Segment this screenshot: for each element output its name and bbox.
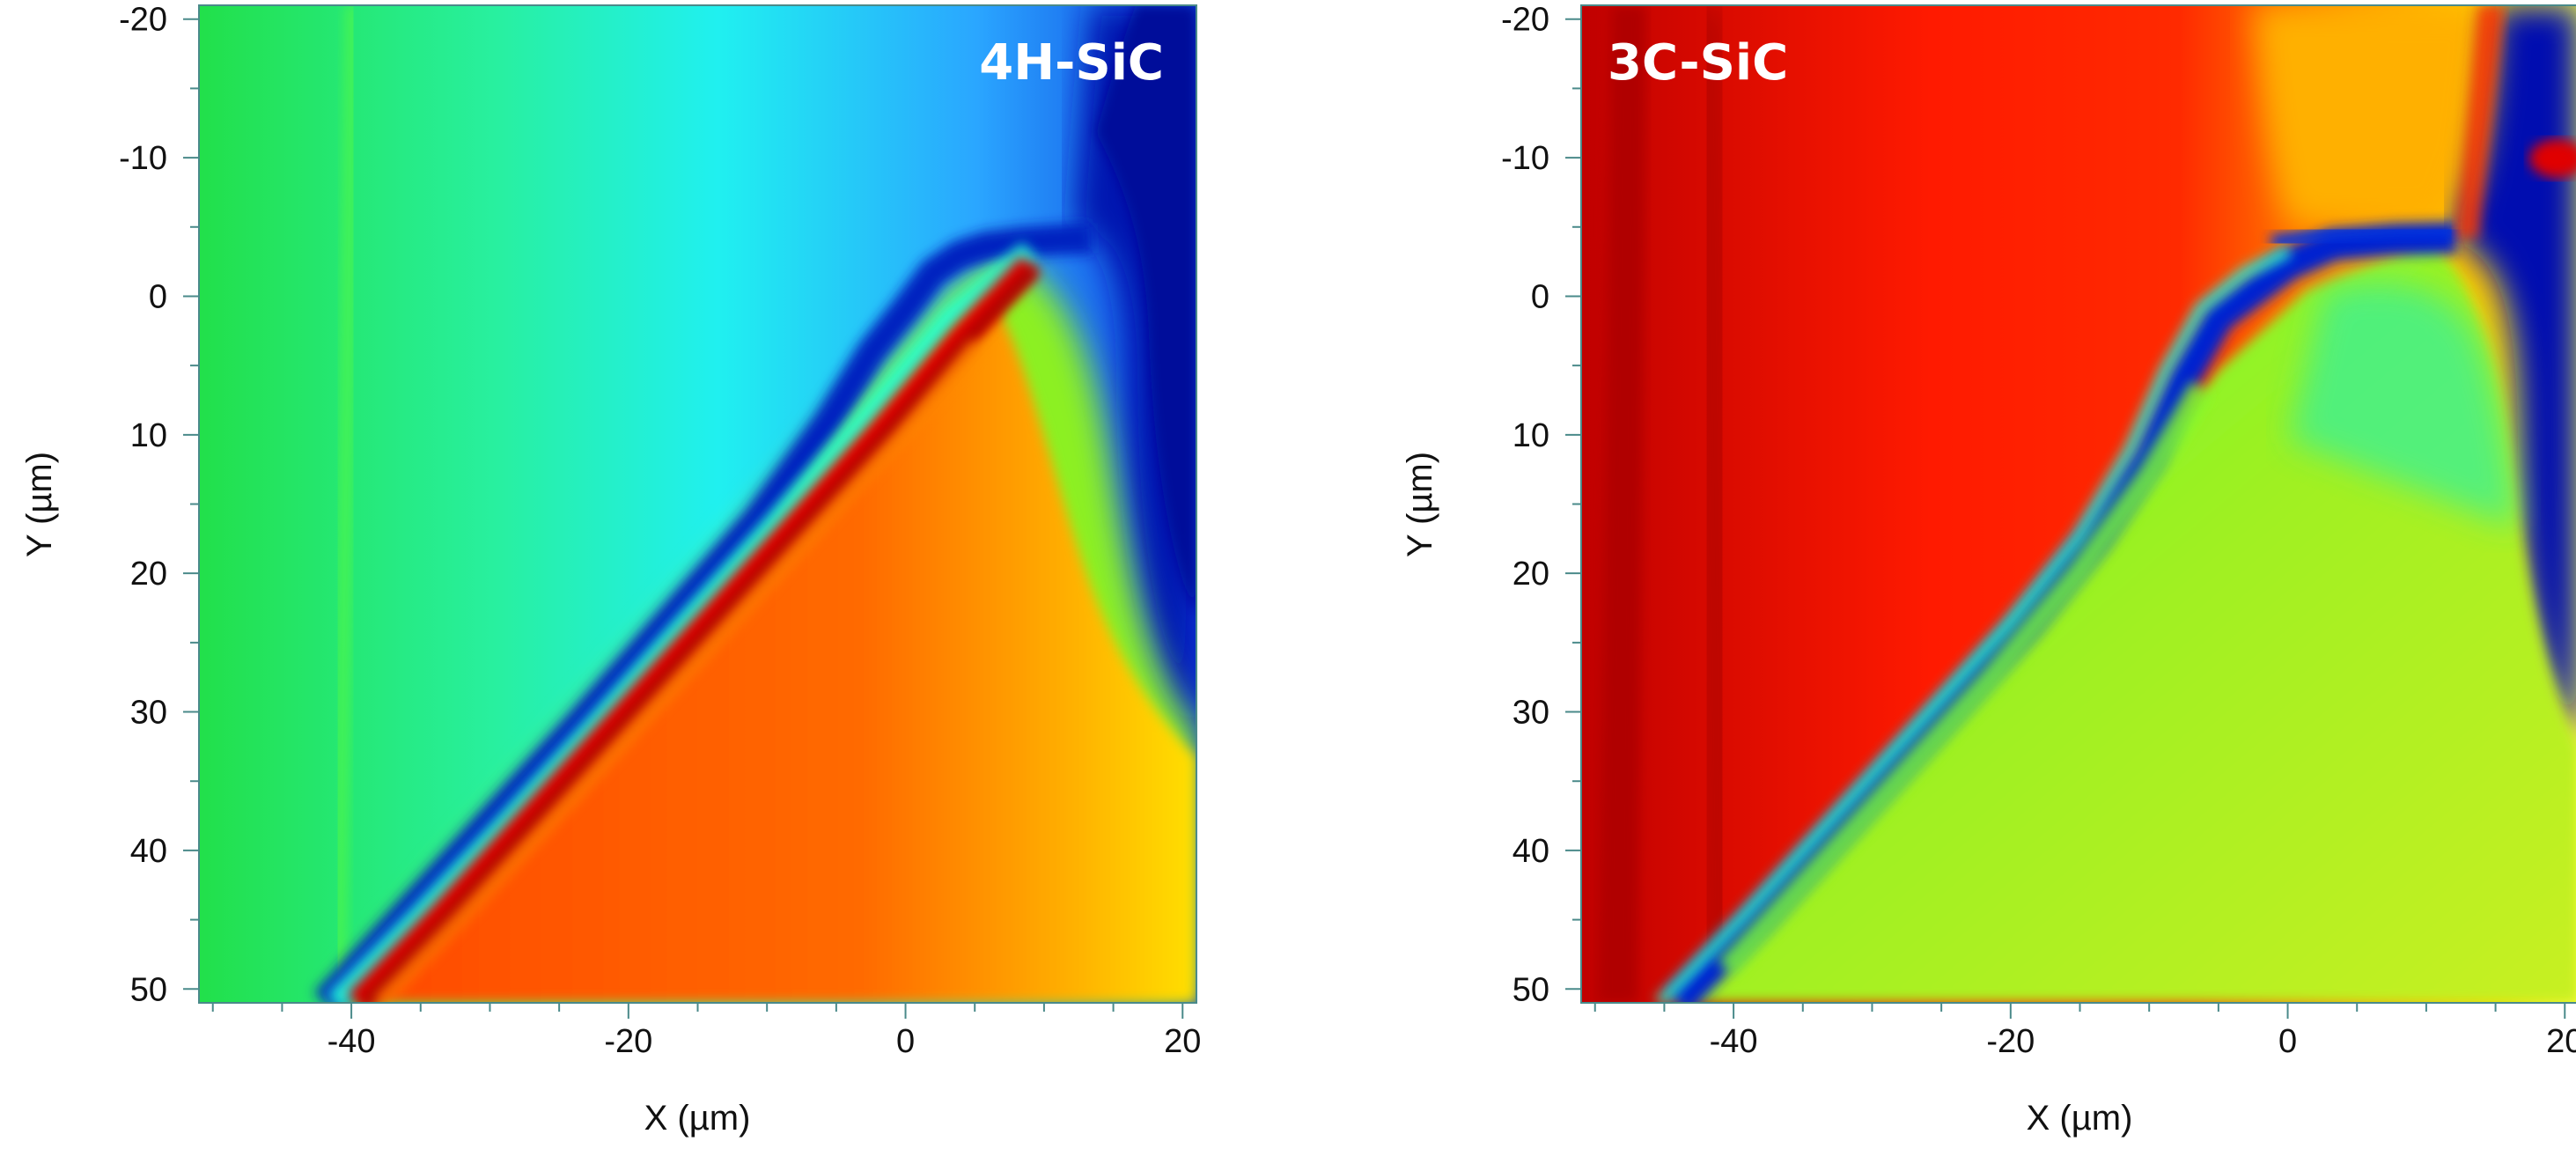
x-tick-label: 20: [2546, 1023, 2576, 1060]
x-tick-label: 20: [1164, 1023, 1201, 1060]
x-tick-label: -20: [1986, 1023, 2035, 1060]
heatmap-image-3c-sic: [1581, 5, 2576, 1003]
heatmap-image-4h-sic: [199, 5, 1196, 1003]
x-axis-title: X (µm): [2027, 1099, 2133, 1138]
y-tick-label: 50: [130, 971, 167, 1008]
y-tick-label: -10: [1501, 140, 1549, 177]
y-tick-label: 30: [1512, 695, 1549, 732]
heatmap-panel-4h-sic: -40 -20 0 20 -20 -10 0 10 20 30 40 50 4H-SiC X (µm)…: [20, 2, 1201, 1138]
y-tick-label: 0: [149, 278, 167, 315]
y-tick-label: -10: [119, 140, 167, 177]
x-tick-label: 0: [896, 1023, 915, 1060]
axes-4h-sic: -40 -20 0 20 -20 -10 0 10 20 30 40 50: [119, 2, 1201, 1060]
axes-3c-sic: -40 -20 0 20 -20 -10 0 10 20 30 40 50: [1501, 2, 2576, 1060]
y-tick-label: 10: [130, 417, 167, 454]
y-tick-label: 50: [1512, 971, 1549, 1008]
y-axis-title: Y (µm): [20, 452, 59, 557]
y-tick-label: 10: [1512, 417, 1549, 454]
y-tick-label: -20: [1501, 2, 1549, 39]
panel-label: 3C-SiC: [1608, 34, 1788, 92]
y-tick-label: 30: [130, 695, 167, 732]
heatmap-panel-3c-sic: -40 -20 0 20 -20 -10 0 10 20 30 40 50 3C-SiC X (µm)…: [1401, 2, 2576, 1138]
x-tick-label: -40: [328, 1023, 376, 1060]
x-axis-title: X (µm): [644, 1099, 751, 1138]
y-tick-label: -20: [119, 2, 167, 39]
x-tick-label: -20: [604, 1023, 652, 1060]
panel-label: 4H-SiC: [979, 34, 1164, 92]
y-axis-title: Y (µm): [1401, 452, 1439, 557]
x-tick-label: -40: [1710, 1023, 1758, 1060]
y-tick-label: 20: [1512, 556, 1549, 593]
y-tick-label: 0: [1531, 278, 1549, 315]
y-tick-label: 40: [1512, 833, 1549, 870]
y-tick-label: 40: [130, 833, 167, 870]
y-tick-label: 20: [130, 556, 167, 593]
x-tick-label: 0: [2278, 1023, 2297, 1060]
